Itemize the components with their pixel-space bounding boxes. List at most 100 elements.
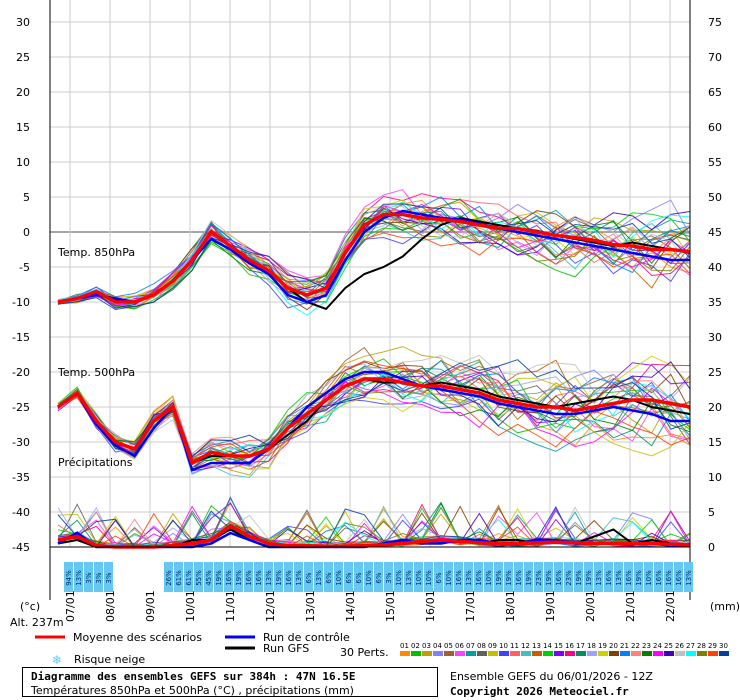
pert-number: 13 [532, 642, 541, 650]
chart-background [0, 0, 740, 668]
pert-color-swatch [565, 651, 575, 656]
snow-risk-cell [584, 562, 593, 592]
right-tick-label: 40 [708, 261, 722, 274]
date-tick-label: 18/01 [504, 590, 517, 622]
pert-color-swatch [719, 651, 729, 656]
snow-risk-percent: 13% [265, 570, 273, 586]
snow-risk-cell [94, 562, 103, 592]
right-tick-label: 25 [708, 366, 722, 379]
snow-risk-percent: 23% [565, 570, 573, 586]
snow-risk-cell [674, 562, 683, 592]
pert-color-swatch [521, 651, 531, 656]
pert-number: 09 [488, 642, 497, 650]
t850-mean-line [57, 212, 691, 304]
ensemble-member-line [57, 213, 691, 309]
pert-color-swatch [642, 651, 652, 656]
left-tick-label: -20 [12, 366, 30, 379]
snow-risk-cell [454, 562, 463, 592]
pert-number: 08 [477, 642, 486, 650]
right-tick-label: 70 [708, 51, 722, 64]
pert-number: 24 [653, 642, 662, 650]
right-tick-label: 5 [708, 506, 715, 519]
ensemble-member-line [57, 354, 691, 471]
legend: Moyenne des scénarios Run de contrôleRun … [35, 631, 729, 667]
snow-risk-percent: 16% [455, 570, 463, 586]
pert-number: 15 [554, 642, 563, 650]
date-tick-label: 11/01 [224, 590, 237, 622]
snow-risk-cell [244, 562, 253, 592]
pert-color-swatch [587, 651, 597, 656]
snow-risk-cell [204, 562, 213, 592]
date-tick-label: 21/01 [624, 590, 637, 622]
ensemble-member-line [57, 196, 691, 305]
t500-mean-line [56, 377, 691, 466]
main-series-lines [56, 209, 691, 549]
pert-color-swatch [543, 651, 553, 656]
snow-risk-percent: 13% [465, 570, 473, 586]
pert-color-swatch [466, 651, 476, 656]
ensemble-member-line [57, 203, 691, 311]
ensemble-member-precip [57, 506, 691, 548]
date-tick-label: 10/01 [184, 590, 197, 622]
snow-risk-cell [494, 562, 503, 592]
left-tick-label: 30 [16, 16, 30, 29]
snow-risk-cell [614, 562, 623, 592]
ensemble-member-line [57, 226, 691, 304]
snow-risk-percent: 10% [645, 570, 653, 586]
left-tick-label: 0 [23, 226, 30, 239]
pert-number: 05 [444, 642, 453, 650]
pert-number: 20 [609, 642, 618, 650]
date-tick-label: 12/01 [264, 590, 277, 622]
snow-risk-cell [304, 562, 313, 592]
snow-risk-cell [74, 562, 83, 592]
snow-risk-cell [344, 562, 353, 592]
snow-risk-percent: 6% [325, 572, 333, 583]
snow-risk-percent: 13% [615, 570, 623, 586]
t500-label: Temp. 500hPa [57, 366, 135, 379]
snow-risk-cell [214, 562, 223, 592]
snow-risk-percent: 13% [315, 570, 323, 586]
snow-risk-percent: 13% [75, 570, 83, 586]
legend-gfs-label: Run GFS [263, 642, 309, 655]
snow-risk-percent: 16% [655, 570, 663, 586]
snow-risk-cell [194, 562, 203, 592]
snow-risk-percent: 3% [85, 572, 93, 583]
snow-risk-percent: 13% [295, 570, 303, 586]
pert-color-swatch [686, 651, 696, 656]
snow-risk-cell [514, 562, 523, 592]
left-unit: (°c) [20, 600, 40, 613]
snow-risk-percent: 16% [665, 570, 673, 586]
snow-risk-percent: 45% [205, 570, 213, 586]
snow-risk-cell [104, 562, 113, 592]
pert-number: 23 [642, 642, 651, 650]
snow-risk-percent: 3% [95, 572, 103, 583]
snow-risk-percent: 19% [635, 570, 643, 586]
pert-number: 04 [433, 642, 442, 650]
snow-risk-cell [374, 562, 383, 592]
snow-risk-percent: 23% [535, 570, 543, 586]
pert-number: 30 [719, 642, 728, 650]
pert-number: 27 [686, 642, 695, 650]
left-tick-label: -5 [19, 261, 30, 274]
ensemble-member-line [57, 355, 691, 471]
snow-risk-percent: 19% [505, 570, 513, 586]
snow-risk-cell [354, 562, 363, 592]
snow-risk-percent: 19% [545, 570, 553, 586]
snow-risk-percent: 13% [595, 570, 603, 586]
snow-risk-cell [264, 562, 273, 592]
snow-risk-cell [604, 562, 613, 592]
pert-color-swatch [499, 651, 509, 656]
date-tick-label: 16/01 [424, 590, 437, 622]
left-tick-label: -40 [12, 506, 30, 519]
snow-risk-percent: 10% [485, 570, 493, 586]
snow-risk-cell [334, 562, 343, 592]
date-tick-label: 15/01 [384, 590, 397, 622]
snow-risk-percent: 19% [215, 570, 223, 586]
pert-number: 02 [411, 642, 420, 650]
ensemble-member-precip [57, 512, 691, 548]
snow-risk-percent: 55% [195, 570, 203, 586]
right-tick-label: 75 [708, 16, 722, 29]
right-tick-label: 15 [708, 436, 722, 449]
right-tick-label: 20 [708, 401, 722, 414]
